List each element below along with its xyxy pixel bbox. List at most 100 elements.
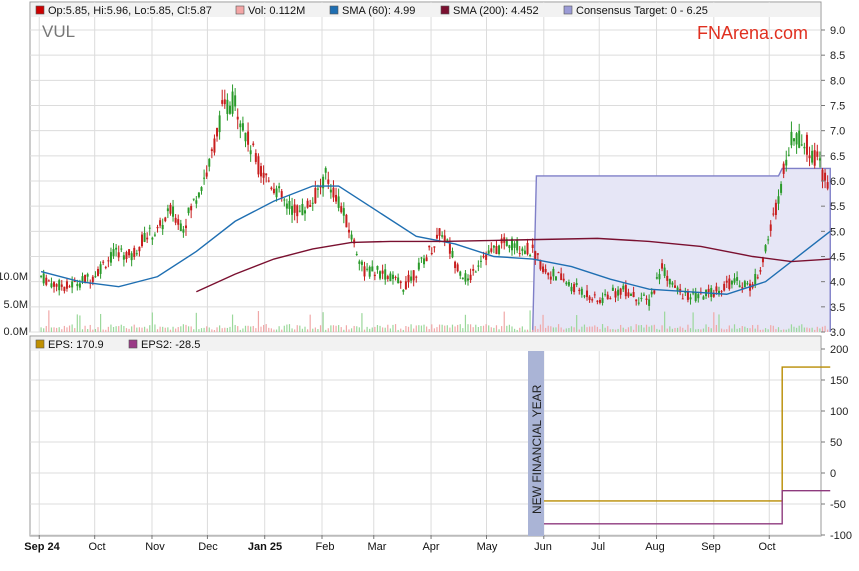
- candle-body: [358, 261, 361, 264]
- candle-body: [138, 246, 141, 252]
- candle-body: [798, 130, 801, 148]
- candle-body: [187, 207, 190, 214]
- volume-bar: [560, 327, 562, 332]
- volume-bar: [231, 314, 234, 332]
- candle-body: [293, 204, 296, 213]
- candle-body: [247, 131, 250, 145]
- candle-body: [410, 276, 413, 281]
- volume-bar: [783, 329, 785, 332]
- candle-body: [179, 223, 182, 232]
- candle-body: [164, 217, 167, 222]
- candle-body: [567, 281, 570, 286]
- candle-body: [379, 271, 382, 279]
- price-tick-label: 3.5: [830, 302, 845, 314]
- volume-bar: [92, 329, 94, 332]
- candle-body: [767, 239, 770, 241]
- volume-bar: [314, 327, 316, 332]
- volume-bar: [182, 324, 184, 332]
- volume-bar: [76, 314, 78, 332]
- candle-body: [404, 281, 407, 290]
- candle-body: [135, 253, 138, 255]
- candle-body: [146, 237, 149, 240]
- eps-tick-label: 100: [830, 406, 848, 418]
- candle-body: [655, 277, 658, 279]
- volume-bar: [84, 325, 86, 332]
- volume-bar: [294, 329, 296, 332]
- candle-body: [159, 220, 162, 226]
- price-tick-label: 7.5: [830, 101, 845, 113]
- volume-bar: [136, 327, 138, 332]
- candle-body: [606, 294, 609, 300]
- volume-bar: [638, 325, 640, 332]
- candle-body: [583, 295, 586, 297]
- volume-bar: [283, 325, 285, 332]
- volume-bar: [488, 325, 490, 332]
- volume-bar: [552, 327, 554, 332]
- volume-bar: [374, 326, 376, 332]
- candle-body: [560, 273, 563, 281]
- volume-bar: [676, 327, 679, 332]
- candle-body: [345, 214, 348, 228]
- candle-body: [218, 115, 221, 133]
- axis-labels: 3.0 3.5 4.0 4.5 5.0 5.5 6.0 6.5 7.0 7.5 8.0 8.5 9.0 -…: [0, 25, 852, 553]
- volume-bar: [620, 324, 622, 332]
- candle-body: [415, 276, 418, 278]
- volume-bar: [462, 328, 464, 332]
- volume-bar: [415, 325, 417, 332]
- volume-bar: [459, 324, 461, 332]
- candle-body: [50, 283, 53, 288]
- candle-body: [668, 278, 671, 285]
- candle-body: [102, 261, 105, 263]
- volume-bar: [319, 325, 322, 332]
- candle-body: [800, 144, 803, 146]
- candle-body: [270, 187, 273, 190]
- candle-body: [291, 205, 294, 215]
- volume-bar: [159, 326, 161, 332]
- candle-body: [505, 239, 508, 246]
- price-tick-label: 7.0: [830, 126, 845, 138]
- volume-bar: [94, 329, 97, 332]
- volume-bar: [420, 325, 423, 332]
- candle-body: [363, 266, 366, 277]
- candle-body: [596, 300, 599, 302]
- volume-bar: [306, 329, 309, 332]
- volume-bar: [211, 329, 213, 332]
- top-legend-label: SMA (200): 4.452: [453, 5, 539, 17]
- candle-body: [645, 298, 648, 300]
- volume-bar: [138, 327, 141, 332]
- volume-bar: [526, 329, 529, 332]
- volume-bar: [519, 327, 521, 332]
- volume-bar: [74, 328, 76, 332]
- volume-bar: [796, 327, 798, 332]
- candle-body: [192, 198, 195, 200]
- candle-body: [467, 278, 470, 281]
- volume-bar: [384, 327, 386, 332]
- candle-body: [223, 99, 226, 105]
- top-legend-swatch: [329, 5, 339, 15]
- volume-bar: [695, 329, 697, 332]
- candle-body: [477, 265, 480, 267]
- volume-bar: [99, 313, 102, 332]
- candle-body: [329, 189, 332, 193]
- candle-body: [490, 248, 493, 252]
- candle-body: [389, 273, 392, 282]
- candle-body: [787, 154, 790, 156]
- candle-body: [298, 210, 301, 212]
- candle-body: [539, 259, 542, 270]
- volume-bar: [270, 328, 272, 332]
- volume-bar: [273, 329, 275, 332]
- candle-body: [614, 291, 617, 298]
- moving-averages: [40, 185, 831, 295]
- volume-bar: [806, 327, 808, 332]
- volume-bar: [576, 315, 578, 332]
- candle-body: [353, 239, 356, 244]
- volume-bar: [203, 327, 205, 332]
- volume-bar: [726, 329, 728, 332]
- volume-bar: [627, 327, 630, 332]
- candle-body: [508, 245, 511, 249]
- volume-bar: [604, 327, 606, 332]
- candle-body: [728, 278, 731, 290]
- candle-body: [764, 245, 767, 252]
- volume-bar: [288, 324, 291, 332]
- candle-body: [195, 200, 198, 204]
